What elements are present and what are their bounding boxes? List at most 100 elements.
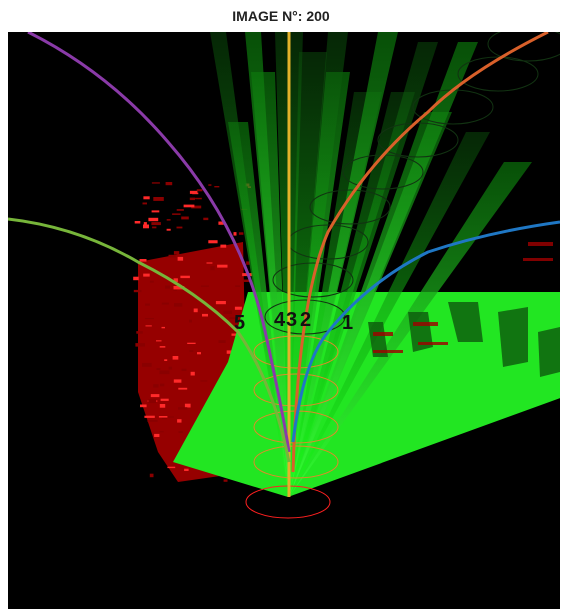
red-speckle [226, 350, 233, 354]
red-speckle [161, 326, 165, 329]
red-speckle [160, 383, 165, 387]
red-speckle [159, 404, 166, 408]
red-speckle [151, 182, 160, 184]
red-speckle [218, 340, 226, 343]
sonar-beam [289, 32, 398, 497]
red-speckle [217, 264, 228, 268]
red-speckle [134, 221, 141, 224]
red-speckle [176, 209, 184, 211]
track-orange-line [291, 32, 549, 473]
red-speckle [153, 384, 159, 388]
red-speckle [189, 190, 198, 194]
sonar-beam [210, 32, 289, 497]
red-speckle [143, 273, 150, 277]
red-speckle [151, 210, 160, 213]
red-speckle [178, 387, 188, 390]
red-speckle [145, 325, 152, 327]
red-speckle [140, 404, 147, 408]
red-speckle [183, 204, 195, 208]
sonar-beams [210, 32, 532, 497]
red-speckle [136, 331, 143, 334]
red-speckle [165, 285, 170, 289]
red-speckle [177, 419, 182, 423]
track-ellipse [309, 189, 391, 225]
red-speckle [181, 216, 189, 220]
red-speckle [145, 303, 150, 306]
red-speckle [160, 398, 169, 401]
red-speckle [223, 310, 232, 314]
red-speckle [200, 380, 208, 382]
red-speckle [133, 289, 142, 293]
red-speckle [197, 352, 201, 355]
red-speckle [158, 416, 168, 418]
red-speckle [189, 197, 195, 201]
red-speckle [166, 219, 171, 221]
red-speckle [143, 196, 150, 200]
red-speckle [246, 261, 250, 265]
red-speckle [139, 259, 147, 262]
red-speckle [165, 416, 174, 418]
track-label-2: 2 [300, 309, 311, 331]
red-speckle [234, 323, 240, 326]
track-ellipse [264, 299, 346, 335]
red-speckle [143, 224, 149, 229]
red-speckle [159, 346, 166, 348]
track-ellipse [487, 32, 560, 62]
red-speckle [180, 275, 190, 279]
red-speckle [189, 350, 194, 352]
red-speckle [172, 213, 181, 215]
red-speckle [200, 285, 209, 287]
red-speckle [150, 394, 160, 398]
red-speckle [151, 222, 161, 226]
red-speckle [149, 280, 154, 283]
red-speckle [220, 244, 227, 248]
red-speckle [181, 368, 187, 371]
red-speckle [167, 466, 176, 469]
red-speckle [153, 197, 164, 201]
red-speckle [144, 415, 155, 418]
sonar-beam [289, 72, 350, 497]
red-speckle [190, 371, 195, 376]
red-speckle [142, 362, 152, 367]
red-speckle [164, 359, 168, 361]
red-speckle [173, 286, 185, 290]
track-ellipse-red [253, 335, 339, 369]
red-speckle [178, 431, 183, 434]
red-speckle [165, 182, 173, 186]
red-speckle [135, 343, 145, 347]
red-speckle [172, 356, 179, 360]
red-speckle [189, 319, 192, 323]
red-speckle [229, 317, 236, 319]
red-speckle [233, 232, 237, 236]
red-speckle [161, 416, 167, 420]
red-speckle [234, 306, 242, 310]
red-speckle [148, 217, 159, 222]
red-speckle [203, 217, 209, 221]
red-speckle [174, 303, 183, 307]
right-red-stripes [373, 242, 553, 353]
red-speckle [159, 370, 170, 375]
red-speckle [173, 379, 182, 383]
red-speckle [195, 197, 202, 200]
sonar-beam [245, 32, 289, 497]
red-speckle [159, 431, 164, 433]
sonar-visualization: 5 4 3 2 1 [8, 32, 560, 609]
red-speckle [152, 226, 157, 229]
red-speckle [166, 228, 171, 231]
track-purple-line [27, 32, 291, 453]
red-speckle [178, 407, 188, 410]
red-speckle [206, 262, 213, 264]
sonar-beam [289, 112, 452, 497]
red-speckle [215, 301, 226, 305]
red-speckle [242, 279, 250, 282]
red-speckle [218, 221, 224, 225]
track-ellipse-red [253, 445, 339, 479]
red-speckle [168, 254, 176, 258]
red-speckle [149, 473, 154, 478]
track-ellipses-lower [245, 335, 339, 519]
red-speckle [147, 420, 158, 422]
track-label-1: 1 [342, 312, 353, 334]
track-label-5: 5 [234, 312, 245, 334]
red-speckle [193, 308, 198, 313]
track-ellipse [272, 262, 354, 298]
